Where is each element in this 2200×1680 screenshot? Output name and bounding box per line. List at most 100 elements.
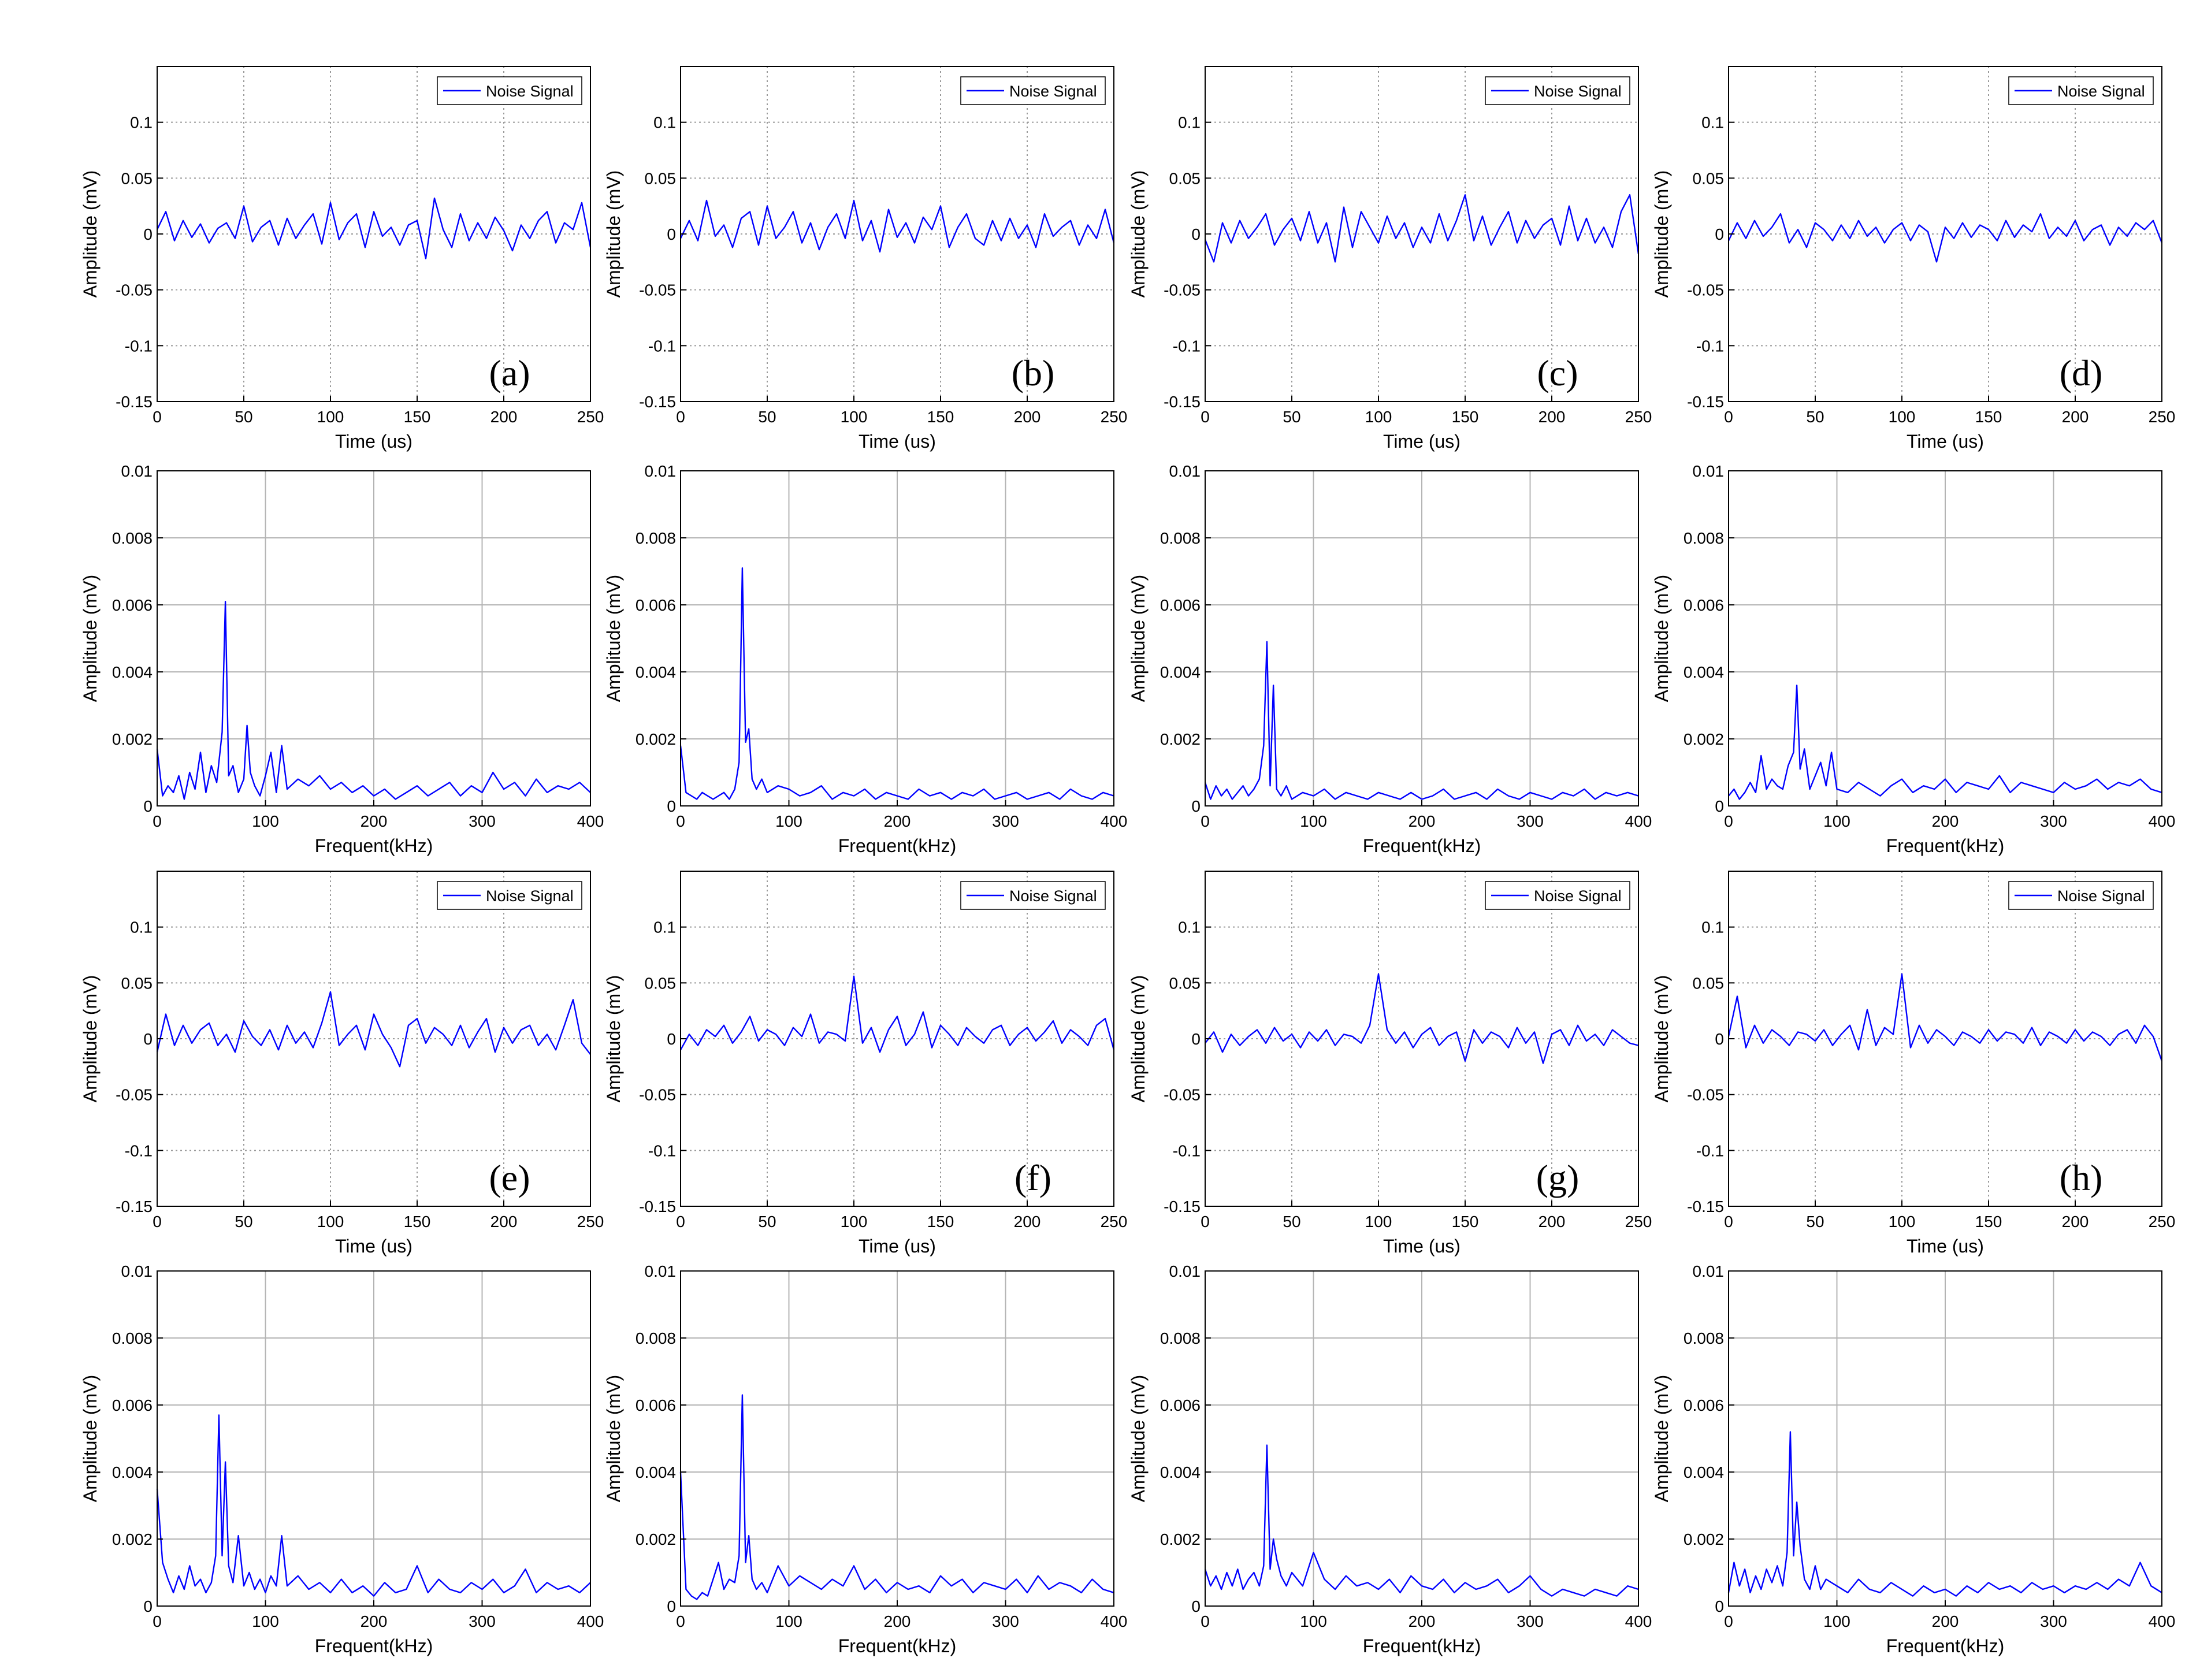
y-tick-label: 0 [667, 1030, 676, 1048]
y-tick-label: 0.05 [645, 169, 677, 187]
subplot-11: 0 50 100 150 200 250 -0.15 -0.1 -0.05 0 0.05 0.1 Tim… [1128, 871, 1652, 1257]
x-tick-label: 100 [775, 812, 802, 830]
y-tick-label: 0 [667, 1597, 676, 1615]
y-tick-label: 0.004 [636, 1463, 676, 1481]
panel-label: (e) [489, 1157, 530, 1198]
y-tick-label: -0.1 [648, 1142, 676, 1159]
y-tick-label: 0.008 [1160, 1329, 1201, 1347]
y-tick-label: -0.15 [1687, 1198, 1724, 1216]
y-tick-label: 0.01 [1169, 1262, 1201, 1280]
y-tick-label: 0.01 [1169, 462, 1201, 480]
x-tick-label: 0 [1201, 1612, 1210, 1630]
y-tick-label: 0.01 [121, 462, 153, 480]
y-tick-label: 0 [1191, 797, 1201, 815]
x-tick-label: 200 [1538, 408, 1566, 426]
y-axis-label: Amplitude (mV) [603, 575, 624, 703]
y-tick-label: 0 [1715, 797, 1724, 815]
y-tick-label: 0.006 [1684, 596, 1724, 614]
x-axis-label: Time (us) [1383, 431, 1461, 452]
x-tick-label: 400 [577, 812, 604, 830]
x-axis-label: Time (us) [335, 431, 412, 452]
x-tick-label: 50 [1806, 408, 1824, 426]
x-tick-label: 0 [1201, 812, 1210, 830]
x-tick-label: 200 [490, 408, 518, 426]
y-tick-label: 0.1 [130, 114, 153, 132]
x-tick-label: 200 [1538, 1213, 1566, 1231]
subplot-1: 0 50 100 150 200 250 -0.15 -0.1 -0.05 0 0.05 0.1 Tim… [80, 66, 604, 452]
x-tick-label: 300 [1517, 812, 1544, 830]
x-tick-label: 300 [1517, 1612, 1544, 1630]
y-tick-label: -0.15 [1164, 393, 1201, 411]
y-tick-label: -0.1 [125, 337, 153, 355]
x-tick-label: 0 [153, 1612, 162, 1630]
signal-line [1728, 684, 2162, 800]
signal-line [1727, 1431, 2162, 1597]
y-tick-label: 0 [1715, 225, 1724, 243]
legend-label: Noise Signal [2057, 887, 2145, 905]
subplot-6: 0 100 200 300 400 0 0.002 0.004 0.006 0.008 0.01 Fr… [603, 462, 1127, 856]
y-tick-label: -0.05 [1164, 281, 1201, 299]
y-tick-label: 0 [143, 1030, 153, 1048]
x-tick-label: 100 [775, 1612, 802, 1630]
x-tick-label: 100 [841, 1213, 868, 1231]
x-tick-label: 200 [490, 1213, 518, 1231]
x-tick-label: 0 [1724, 1213, 1733, 1231]
y-tick-label: -0.1 [1696, 337, 1724, 355]
x-axis-label: Frequent(kHz) [838, 1636, 957, 1656]
y-tick-label: 0 [667, 225, 676, 243]
x-tick-label: 100 [252, 812, 279, 830]
y-tick-label: 0.01 [645, 462, 677, 480]
legend-label: Noise Signal [486, 887, 574, 905]
x-tick-label: 300 [469, 1612, 496, 1630]
x-tick-label: 200 [1932, 1612, 1959, 1630]
legend-label: Noise Signal [1009, 83, 1097, 100]
panel-label: (d) [2060, 352, 2103, 393]
y-tick-label: -0.1 [1696, 1142, 1724, 1159]
y-axis-label: Amplitude (mV) [1128, 170, 1149, 298]
y-tick-label: 0.006 [112, 1396, 153, 1414]
x-tick-label: 200 [1409, 812, 1436, 830]
signal-line [1204, 194, 1640, 263]
x-axis-label: Time (us) [1907, 431, 1984, 452]
y-tick-label: -0.15 [1164, 1198, 1201, 1216]
y-tick-label: 0.05 [1169, 974, 1201, 992]
x-tick-label: 100 [841, 408, 868, 426]
x-axis-label: Time (us) [1383, 1236, 1461, 1257]
x-tick-label: 0 [676, 1612, 685, 1630]
x-tick-label: 0 [153, 1213, 162, 1231]
y-axis-label: Amplitude (mV) [603, 975, 624, 1103]
x-tick-label: 400 [577, 1612, 604, 1630]
x-tick-label: 300 [2040, 812, 2067, 830]
x-tick-label: 100 [252, 1612, 279, 1630]
legend: Noise Signal [2008, 76, 2154, 105]
y-tick-label: 0.006 [636, 1396, 676, 1414]
y-tick-label: 0.002 [1684, 730, 1724, 748]
signal-line [1727, 973, 2163, 1062]
x-tick-label: 300 [469, 812, 496, 830]
x-tick-label: 100 [1823, 1612, 1850, 1630]
x-tick-label: 100 [1889, 408, 1916, 426]
y-tick-label: 0.05 [645, 974, 677, 992]
y-tick-label: 0.05 [1693, 974, 1725, 992]
x-tick-label: 150 [1975, 408, 2002, 426]
y-tick-label: 0.004 [1684, 663, 1724, 681]
y-tick-label: 0.008 [636, 1329, 676, 1347]
y-tick-label: 0.05 [1693, 169, 1725, 187]
x-tick-label: 250 [577, 1213, 604, 1231]
y-tick-label: 0 [1191, 1030, 1201, 1048]
y-tick-label: -0.05 [1687, 1086, 1724, 1104]
y-tick-label: -0.15 [116, 393, 153, 411]
y-tick-label: 0.004 [112, 663, 153, 681]
x-tick-label: 150 [404, 408, 431, 426]
y-tick-label: -0.1 [648, 337, 676, 355]
legend-label: Noise Signal [1534, 887, 1622, 905]
y-tick-label: 0.1 [1178, 114, 1201, 132]
x-axis-label: Time (us) [335, 1236, 412, 1257]
y-tick-label: 0.004 [1160, 1463, 1201, 1481]
panel-label: (a) [489, 352, 530, 393]
x-tick-label: 0 [153, 408, 162, 426]
subplot-5: 0 100 200 300 400 0 0.002 0.004 0.006 0.008 0.01 Fr… [80, 462, 604, 856]
y-tick-label: -0.15 [639, 393, 676, 411]
x-tick-label: 100 [317, 408, 344, 426]
